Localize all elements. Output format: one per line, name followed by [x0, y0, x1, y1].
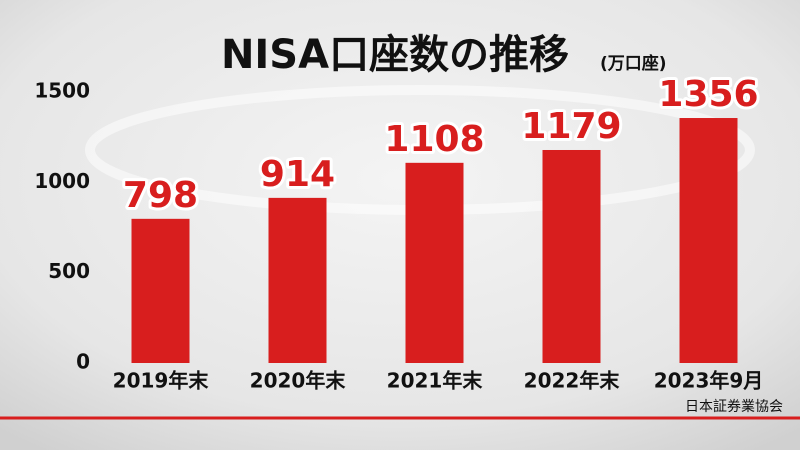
source: 日本証券業協会: [685, 399, 783, 415]
x-tick-label: 2021年末: [387, 369, 484, 393]
x-tick-label: 2022年末: [524, 369, 621, 393]
bar: [405, 162, 464, 363]
y-tick-label: 1500: [34, 79, 90, 103]
bar: [542, 149, 601, 363]
value-label: 798: [123, 175, 198, 216]
x-tick-label: 2020年末: [250, 369, 347, 393]
bar: [679, 118, 738, 364]
y-tick-label: 500: [48, 259, 90, 283]
value-label: 1356: [658, 74, 758, 115]
bar: [268, 197, 327, 363]
chart-subtitle: (万口座): [600, 53, 667, 74]
y-tick-label: 1000: [34, 169, 90, 193]
value-label: 914: [260, 154, 335, 195]
value-label: 1179: [521, 106, 621, 147]
x-tick-label: 2019年末: [113, 369, 210, 393]
chart-title: NISA口座数の推移: [221, 32, 569, 78]
x-tick-label: 2023年9月: [654, 369, 764, 393]
y-tick-label: 0: [76, 350, 90, 374]
value-label: 1108: [384, 119, 484, 160]
bar: [131, 218, 190, 363]
